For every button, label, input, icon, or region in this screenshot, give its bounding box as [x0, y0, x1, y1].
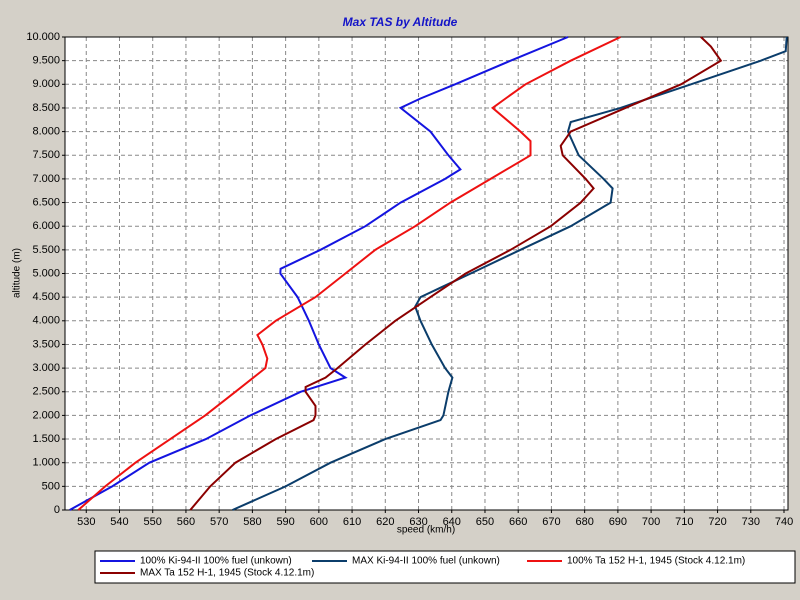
y-tick-label: 7.000: [32, 173, 60, 185]
legend-label: 100% Ta 152 H-1, 1945 (Stock 4.12.1m): [567, 556, 745, 567]
legend-label: MAX Ki-94-II 100% fuel (unkown): [352, 556, 500, 567]
x-tick-label: 570: [210, 516, 228, 528]
x-tick-label: 530: [77, 516, 95, 528]
series-line: [189, 36, 723, 511]
y-tick-label: 6.500: [32, 196, 60, 208]
y-tick-label: 4.000: [32, 315, 60, 327]
x-tick-label: 560: [177, 516, 195, 528]
legend-label: MAX Ta 152 H-1, 1945 (Stock 4.12.1m): [140, 568, 314, 579]
x-axis-label: speed (km/h): [397, 525, 455, 536]
y-tick-label: 3.500: [32, 338, 60, 350]
x-tick-label: 640: [443, 516, 461, 528]
x-tick-label: 590: [276, 516, 294, 528]
x-tick-label: 540: [110, 516, 128, 528]
y-tick-label: 8.500: [32, 102, 60, 114]
x-tick-label: 670: [542, 516, 560, 528]
x-tick-label: 740: [775, 516, 793, 528]
chart-title: Max TAS by Altitude: [343, 15, 458, 29]
y-tick-label: 7.500: [32, 149, 60, 161]
x-tick-label: 730: [742, 516, 760, 528]
y-tick-label: 9.500: [32, 55, 60, 67]
x-tick-label: 600: [310, 516, 328, 528]
x-tick-label: 720: [708, 516, 726, 528]
x-tick-label: 620: [376, 516, 394, 528]
series-line: [69, 36, 569, 511]
y-tick-label: 10.000: [26, 31, 60, 43]
y-tick-label: 5.000: [32, 267, 60, 279]
y-axis-label: altitude (m): [12, 248, 23, 298]
y-tick-label: 6.000: [32, 220, 60, 232]
x-tick-label: 700: [642, 516, 660, 528]
y-tick-label: 3.000: [32, 362, 60, 374]
y-tick-label: 9.000: [32, 78, 60, 90]
y-tick-label: 0: [54, 504, 60, 516]
legend-label: 100% Ki-94-II 100% fuel (unkown): [140, 556, 292, 567]
x-tick-label: 580: [243, 516, 261, 528]
series-line: [77, 36, 621, 511]
y-tick-label: 5.500: [32, 244, 60, 256]
legend: [94, 550, 796, 584]
y-tick-label: 1.000: [32, 457, 60, 469]
y-tick-label: 500: [42, 480, 60, 492]
y-tick-label: 2.000: [32, 409, 60, 421]
x-tick-label: 690: [609, 516, 627, 528]
x-tick-label: 660: [509, 516, 527, 528]
y-tick-label: 1.500: [32, 433, 60, 445]
plot-border: [64, 36, 789, 511]
x-tick-label: 710: [675, 516, 693, 528]
x-tick-label: 680: [575, 516, 593, 528]
x-tick-label: 610: [343, 516, 361, 528]
y-tick-label: 8.000: [32, 126, 60, 138]
y-tick-label: 2.500: [32, 386, 60, 398]
x-tick-label: 630: [409, 516, 427, 528]
x-tick-label: 550: [144, 516, 162, 528]
y-tick-label: 4.500: [32, 291, 60, 303]
x-tick-label: 650: [476, 516, 494, 528]
